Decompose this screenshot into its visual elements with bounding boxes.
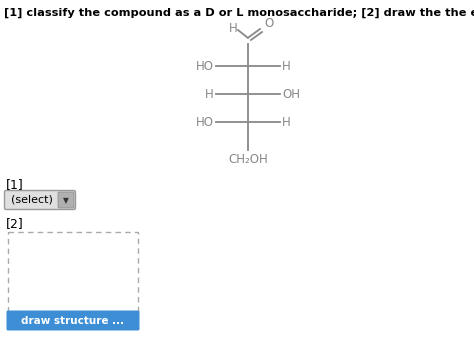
Text: HO: HO — [196, 60, 214, 72]
Text: ▼: ▼ — [63, 196, 69, 205]
Text: OH: OH — [282, 88, 300, 100]
Text: CH₂OH: CH₂OH — [228, 153, 268, 166]
Bar — [8, 232, 138, 317]
Text: [2]: [2] — [6, 217, 24, 230]
Text: draw structure ...: draw structure ... — [21, 315, 125, 326]
Text: H: H — [282, 60, 291, 72]
Text: H: H — [282, 116, 291, 128]
FancyBboxPatch shape — [4, 190, 75, 210]
Text: (select): (select) — [11, 195, 53, 205]
Text: H: H — [205, 88, 214, 100]
Text: [1] classify the compound as a D or L monosaccharide; [2] draw the the enantiome: [1] classify the compound as a D or L mo… — [4, 8, 474, 18]
Text: O: O — [264, 17, 273, 30]
Text: [1]: [1] — [6, 178, 24, 191]
FancyBboxPatch shape — [58, 192, 74, 208]
Text: H: H — [229, 22, 238, 35]
Text: HO: HO — [196, 116, 214, 128]
FancyBboxPatch shape — [7, 310, 139, 330]
